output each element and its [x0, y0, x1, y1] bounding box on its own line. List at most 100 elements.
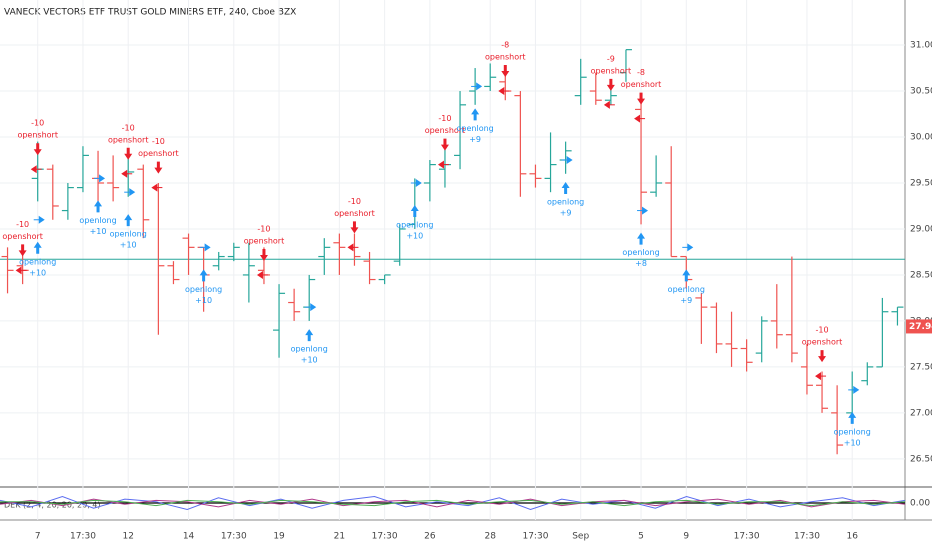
short-arrow: [259, 248, 268, 261]
x-tick-label: 17:30: [734, 532, 760, 542]
indicator-line: [0, 498, 906, 508]
x-tick-label: 17:30: [794, 532, 820, 542]
signal-label: openlong: [622, 248, 659, 257]
chart-title: VANECK VECTORS ETF TRUST GOLD MINERS ETF…: [4, 8, 296, 18]
long-marker: [99, 174, 106, 183]
last-price-label: 27.94: [909, 322, 932, 332]
signal-qty: +10: [195, 296, 212, 305]
short-marker: [437, 160, 444, 169]
long-arrow: [305, 329, 314, 342]
x-tick-label: 16: [846, 532, 858, 542]
short-marker: [347, 243, 354, 252]
x-tick-label: 17:30: [70, 532, 96, 542]
y-tick-label: 28.50: [910, 270, 932, 280]
x-tick-label: 17:30: [522, 532, 548, 542]
long-marker: [204, 243, 211, 252]
signal-qty: -8: [501, 41, 509, 50]
signal-qty: -10: [348, 197, 361, 206]
signal-label: openlong: [396, 220, 433, 229]
x-tick-label: Sep: [572, 532, 589, 542]
signal-qty: -10: [122, 123, 135, 132]
short-marker: [15, 266, 22, 275]
signal-label: openshort: [591, 66, 632, 75]
signal-qty: -10: [257, 224, 270, 233]
signal-qty: +10: [844, 438, 861, 447]
y-tick-label: 27.00: [910, 408, 932, 418]
long-arrow: [124, 214, 133, 227]
signal-label: openlong: [185, 285, 222, 294]
x-tick-label: 9: [683, 532, 689, 542]
x-tick-label: 12: [122, 532, 133, 542]
long-marker: [310, 303, 317, 312]
short-arrow: [33, 143, 42, 156]
signal-qty: +8: [635, 259, 647, 268]
x-tick-label: 17:30: [372, 532, 398, 542]
signal-label: openshort: [244, 236, 285, 245]
signal-qty: -10: [152, 137, 165, 146]
y-tick-label: 29.50: [910, 178, 932, 188]
short-arrow: [606, 78, 615, 91]
signal-qty: -10: [31, 119, 44, 128]
signal-label: openshort: [108, 135, 149, 144]
short-marker: [30, 165, 37, 174]
signal-label: openshort: [2, 232, 43, 241]
signal-label: openlong: [291, 345, 328, 354]
signal-qty: -8: [637, 68, 645, 77]
signal-qty: +10: [406, 231, 423, 240]
short-marker: [603, 100, 610, 109]
short-arrow: [18, 244, 27, 257]
signal-label: openlong: [19, 257, 56, 266]
y-tick-label: 30.00: [910, 133, 932, 143]
signal-qty: +9: [469, 135, 481, 144]
signal-label: openlong: [668, 285, 705, 294]
x-tick-label: 19: [273, 532, 285, 542]
signal-qty: -10: [438, 114, 451, 123]
signal-qty: -10: [16, 220, 29, 229]
long-arrow: [682, 269, 691, 282]
signal-label: openshort: [621, 80, 662, 89]
x-tick-label: 5: [638, 532, 644, 542]
long-arrow: [848, 411, 857, 424]
signal-qty: +10: [301, 356, 318, 365]
indicator-tick-label: 0.00: [910, 499, 930, 509]
long-arrow: [94, 200, 103, 213]
signal-qty: +10: [29, 268, 46, 277]
signal-label: openlong: [547, 198, 584, 207]
last-price-badge: [906, 319, 932, 334]
y-tick-label: 29.00: [910, 224, 932, 234]
x-tick-label: 7: [35, 532, 41, 542]
short-arrow: [154, 161, 163, 174]
signal-label: openlong: [457, 124, 494, 133]
short-arrow: [440, 138, 449, 151]
long-arrow: [199, 269, 208, 282]
long-marker: [415, 178, 422, 187]
signal-qty: +10: [90, 227, 107, 236]
long-arrow: [33, 241, 42, 254]
indicator-title: DEK (2, 4, 20, 20, 20, 4): [4, 501, 100, 510]
x-tick-label: 21: [334, 532, 345, 542]
y-tick-label: 31.00: [910, 41, 932, 51]
short-arrow: [350, 221, 359, 234]
long-marker: [642, 206, 649, 215]
x-tick-label: 26: [424, 532, 436, 542]
signal-label: openlong: [834, 427, 871, 436]
short-marker: [498, 87, 505, 96]
x-tick-label: 28: [484, 532, 496, 542]
signal-qty: +9: [560, 209, 572, 218]
short-arrow: [818, 350, 827, 363]
signal-qty: +9: [680, 296, 692, 305]
long-arrow: [561, 182, 570, 194]
signal-label: openshort: [802, 338, 843, 347]
signal-qty: +10: [120, 241, 137, 250]
x-tick-label: 17:30: [221, 532, 247, 542]
signal-label: openshort: [334, 209, 375, 218]
long-arrow: [637, 232, 646, 245]
short-marker: [815, 372, 822, 381]
signal-label: openshort: [138, 149, 179, 158]
long-marker: [476, 82, 483, 91]
long-marker: [687, 243, 694, 252]
signal-label: openshort: [485, 53, 526, 62]
long-marker: [129, 188, 136, 197]
